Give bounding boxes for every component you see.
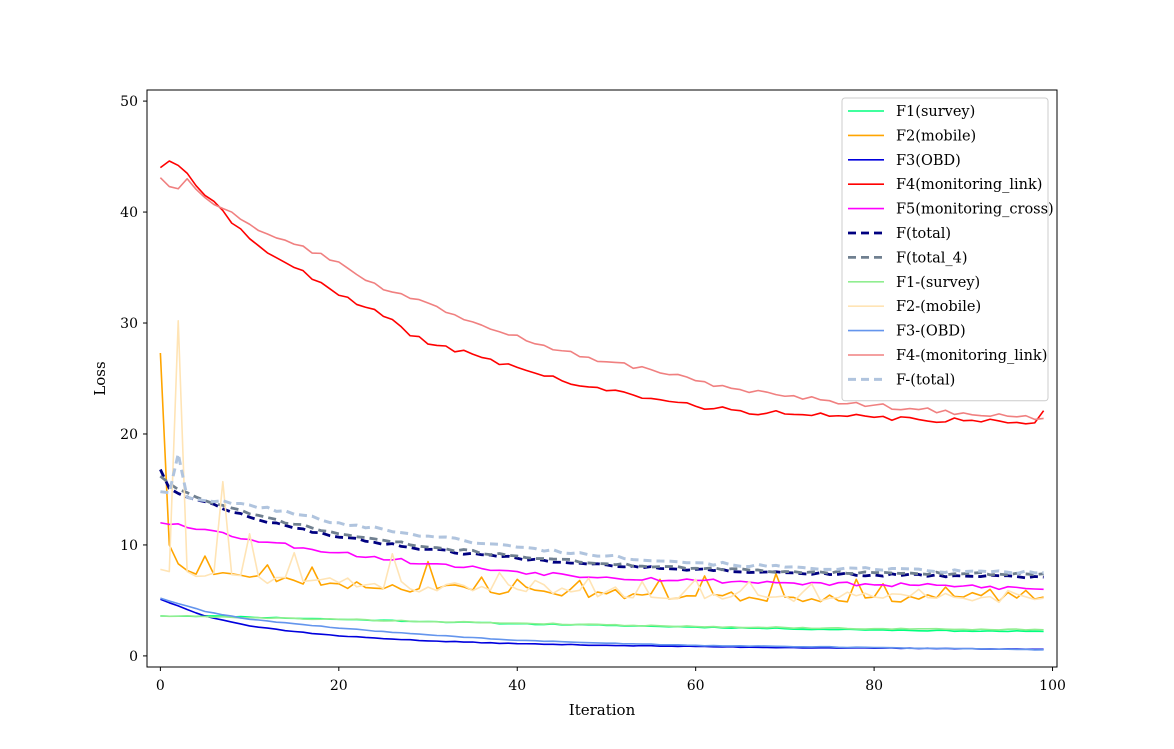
legend-label: F1(survey) <box>896 104 975 120</box>
x-tick-label: 0 <box>156 678 165 694</box>
plot-frame <box>146 89 1058 668</box>
legend-label: F2-(mobile) <box>896 299 981 315</box>
x-tick-label: 20 <box>330 678 348 694</box>
legend-label: F4-(monitoring_link) <box>896 348 1047 364</box>
x-tick-label: 100 <box>1039 678 1066 694</box>
series-line-7 <box>159 475 1044 577</box>
x-tick-label: 60 <box>687 678 705 694</box>
series-line-11 <box>159 177 1044 421</box>
y-tick-label: 40 <box>120 205 138 221</box>
x-tick-label: 40 <box>508 678 526 694</box>
x-axis-label: Iteration <box>569 701 636 719</box>
series-lines <box>159 160 1045 651</box>
series-line-9 <box>160 319 1044 604</box>
series-line-10 <box>160 597 1044 651</box>
legend-label: F(total_4) <box>896 250 968 266</box>
axis-ticks: 0 20 40 60 80 100 0 10 20 30 40 50 <box>120 94 1066 694</box>
legend: F1(survey) F2(mobile) F3(OBD) F4(monitoring… <box>841 97 1054 402</box>
series-line-5 <box>160 521 1044 591</box>
y-tick-label: 20 <box>120 427 138 443</box>
series-line-8 <box>160 615 1044 631</box>
legend-label: F2(mobile) <box>896 128 976 144</box>
legend-label: F1-(survey) <box>896 275 980 291</box>
legend-label: F-(total) <box>896 372 955 388</box>
y-tick-label: 50 <box>120 94 138 110</box>
legend-label: F3(OBD) <box>896 153 961 169</box>
series-line-2 <box>159 352 1044 603</box>
legend-label: F3-(OBD) <box>896 324 966 340</box>
y-tick-label: 30 <box>120 316 138 332</box>
x-tick-label: 80 <box>865 678 883 694</box>
y-axis-label: Loss <box>91 361 109 395</box>
y-tick-label: 0 <box>129 649 138 665</box>
y-tick-label: 10 <box>120 538 138 554</box>
legend-box <box>841 97 1049 402</box>
series-line-4 <box>159 160 1045 425</box>
legend-label: F5(monitoring_cross) <box>896 202 1054 218</box>
legend-label: F4(monitoring_link) <box>896 177 1042 193</box>
legend-label: F(total) <box>896 226 951 242</box>
